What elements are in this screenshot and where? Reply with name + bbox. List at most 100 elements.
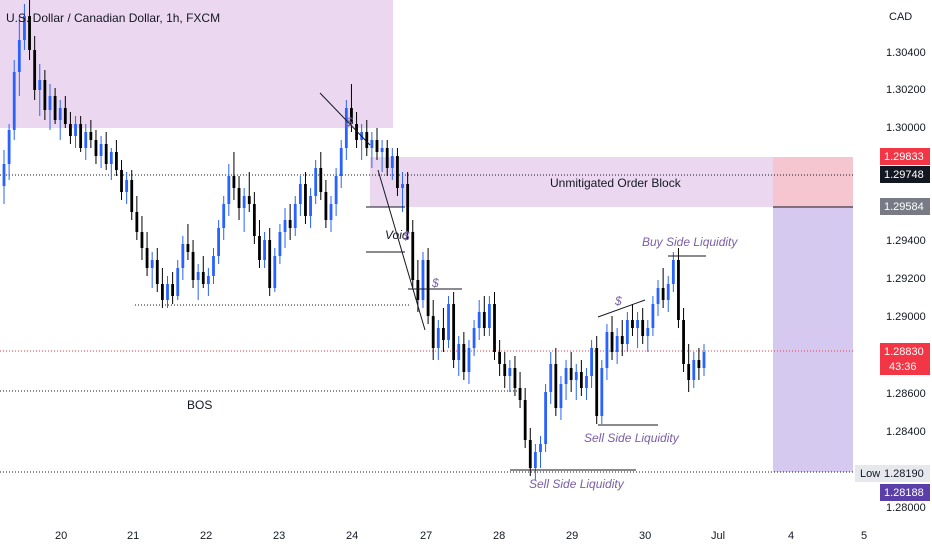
candle-body [176, 268, 180, 296]
candle-body [252, 204, 256, 236]
price-tick-2: 1.30200 [886, 84, 926, 96]
candle-body [641, 320, 645, 336]
candle-body [201, 272, 205, 284]
candle-body [590, 348, 593, 376]
badge-entry: 1.29584 [884, 201, 924, 213]
candle-body [79, 124, 83, 148]
candle-body [237, 188, 241, 208]
candle-body [109, 152, 113, 164]
candle-body [99, 144, 103, 156]
currency-label: CAD [889, 11, 912, 23]
order-block-label: Unmitigated Order Block [550, 176, 682, 190]
candle-body [406, 184, 410, 232]
candle-body [431, 316, 435, 348]
trendline-1 [319, 92, 371, 146]
badge-bottom: 1.28188 [884, 487, 924, 499]
candle-body [488, 304, 491, 328]
candle-body [63, 108, 67, 124]
badge-mid: 1.29748 [884, 169, 924, 181]
candle-body [411, 232, 415, 280]
candle-body [94, 140, 98, 156]
badge-top-bg [880, 148, 930, 165]
price-axis[interactable]: CAD 1.30400 1.30200 1.30000 1.29400 1.29… [855, 11, 930, 514]
price-tick-9: 1.28000 [886, 502, 926, 514]
candle-body [288, 220, 292, 228]
candle-body [370, 140, 374, 148]
candle-body [447, 304, 450, 340]
badge-current-bg [880, 343, 930, 375]
candle-body [171, 284, 175, 296]
candle-body [304, 184, 307, 216]
candle-body [150, 260, 154, 268]
badge-current: 1.28830 [884, 346, 924, 358]
candle-body [38, 80, 42, 90]
candle-body [554, 364, 558, 408]
candle-body [206, 276, 210, 284]
candle-body [258, 236, 261, 260]
candle-body [84, 132, 88, 148]
time-axis[interactable]: 20 21 22 23 24 27 28 29 30 Jul 4 5 [55, 530, 867, 542]
target-zone-violet [773, 207, 853, 472]
candle-body [242, 196, 246, 208]
candle-body [324, 192, 328, 220]
low-label-bg [855, 465, 881, 482]
candle-body [421, 260, 425, 300]
candle-body [615, 336, 619, 352]
candle-body [692, 360, 696, 380]
candle-body [631, 320, 634, 328]
candle-body [212, 256, 215, 276]
time-tick-9: 30 [639, 530, 651, 542]
chart-title: U.S. Dollar / Canadian Dollar, 1h, FXCM [6, 11, 220, 25]
candle-body [58, 108, 62, 120]
candle-body [355, 124, 358, 140]
candle-body [17, 40, 21, 72]
badge-entry-bg [880, 198, 930, 215]
candle-body [186, 244, 190, 252]
time-tick-2: 21 [127, 530, 139, 542]
candle-body [390, 156, 394, 168]
sell-side-liquidity-label-2: Sell Side Liquidity [529, 477, 625, 491]
order-block-zone [370, 157, 853, 207]
sell-side-liquidity-label-1: Sell Side Liquidity [584, 431, 680, 445]
candle-body [687, 364, 691, 380]
candle-body [600, 368, 604, 416]
candle-body [222, 204, 226, 228]
bos-label: BOS [187, 398, 212, 412]
candles-group [2, 0, 706, 480]
candle-body [426, 260, 430, 316]
candle-body [33, 50, 37, 90]
dollar-marker-1: $ [345, 115, 353, 129]
dollar-marker-3: $ [431, 276, 439, 290]
candle-body [329, 204, 333, 220]
candle-body [416, 280, 420, 300]
candle-body [232, 176, 236, 188]
candle-body [559, 384, 563, 408]
candle-body [677, 260, 680, 320]
candle-body [396, 156, 399, 188]
time-tick-7: 28 [493, 530, 505, 542]
candle-body [508, 368, 512, 376]
price-tick-4: 1.29400 [886, 235, 926, 247]
candle-body [467, 348, 471, 372]
candle-body [462, 344, 466, 372]
candle-body [625, 320, 629, 344]
trendline-void [377, 169, 426, 331]
candle-body [344, 108, 348, 148]
time-tick-5: 24 [346, 530, 358, 542]
candle-body [314, 168, 318, 196]
candle-body [74, 124, 77, 136]
candle-body [293, 204, 297, 228]
candle-body [23, 16, 26, 40]
candle-body [227, 176, 231, 204]
low-value-bg [880, 465, 930, 482]
badge-top: 1.29833 [884, 151, 924, 163]
candle-body [518, 388, 522, 400]
candle-body [605, 332, 609, 368]
badge-countdown: 43:36 [889, 361, 917, 373]
low-label: Low [860, 468, 880, 480]
price-tick-8: 1.28400 [886, 426, 926, 438]
candle-body [477, 312, 481, 328]
candle-body [549, 364, 553, 392]
candle-body [523, 400, 527, 440]
